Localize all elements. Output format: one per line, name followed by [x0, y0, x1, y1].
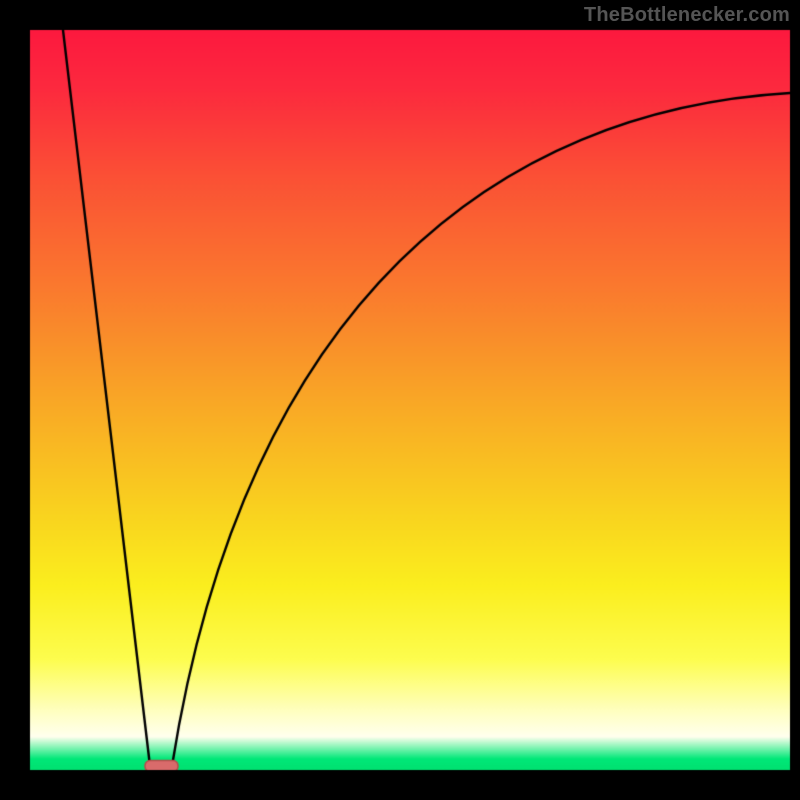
watermark-text: TheBottlenecker.com — [584, 4, 790, 27]
chart-canvas — [0, 0, 800, 800]
chart-container: TheBottlenecker.com — [0, 0, 800, 800]
